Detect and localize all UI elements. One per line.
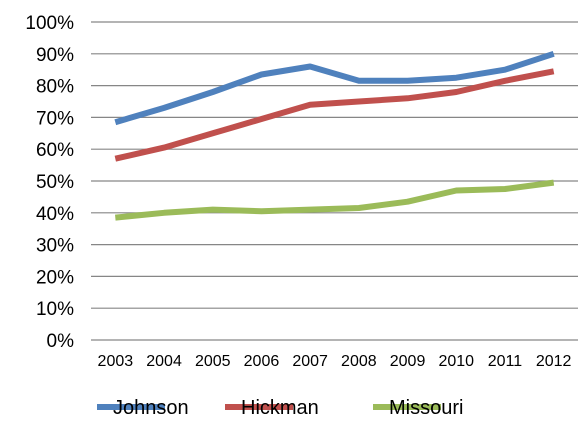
x-tick-label: 2003: [98, 353, 134, 370]
gridlines: [91, 21, 578, 341]
x-tick-label: 2011: [488, 353, 523, 370]
x-tick-label: 2005: [195, 353, 231, 370]
y-tick-label: 90%: [36, 45, 74, 66]
y-tick-label: 70%: [36, 108, 74, 129]
y-tick-label: 50%: [36, 172, 74, 193]
y-tick-label: 30%: [36, 236, 74, 257]
x-tick-label: 2007: [292, 353, 328, 370]
y-axis-ticks: 0% 10% 20% 30% 40% 50% 60% 70% 80% 90% 100%: [25, 13, 74, 352]
x-tick-label: 2008: [341, 353, 377, 370]
legend-label-missouri: Missouri: [389, 397, 463, 419]
x-tick-label: 2004: [146, 353, 182, 370]
x-tick-label: 2009: [390, 353, 426, 370]
series-line-missouri: [115, 179, 555, 221]
x-axis-ticks: 2003 2004 2005 2006 2007 2008 2009 2010 2011 2012: [98, 353, 572, 370]
y-tick-label: 60%: [36, 140, 74, 161]
y-tick-label: 100%: [25, 13, 74, 34]
y-tick-label: 20%: [36, 267, 74, 288]
series-lines: [114, 50, 555, 221]
legend-label-johnson: Johnson: [113, 397, 189, 419]
y-tick-label: 10%: [36, 299, 74, 320]
y-tick-label: 80%: [36, 77, 74, 98]
series-line-hickman: [114, 68, 555, 162]
x-tick-label: 2010: [438, 353, 474, 370]
x-tick-label: 2012: [536, 353, 572, 370]
x-tick-label: 2006: [244, 353, 280, 370]
y-tick-label: 40%: [36, 204, 74, 225]
legend-label-hickman: Hickman: [241, 397, 319, 419]
y-tick-label: 0%: [47, 331, 75, 352]
series-line-johnson: [114, 50, 555, 126]
legend: Johnson Hickman Missouri: [97, 397, 463, 419]
